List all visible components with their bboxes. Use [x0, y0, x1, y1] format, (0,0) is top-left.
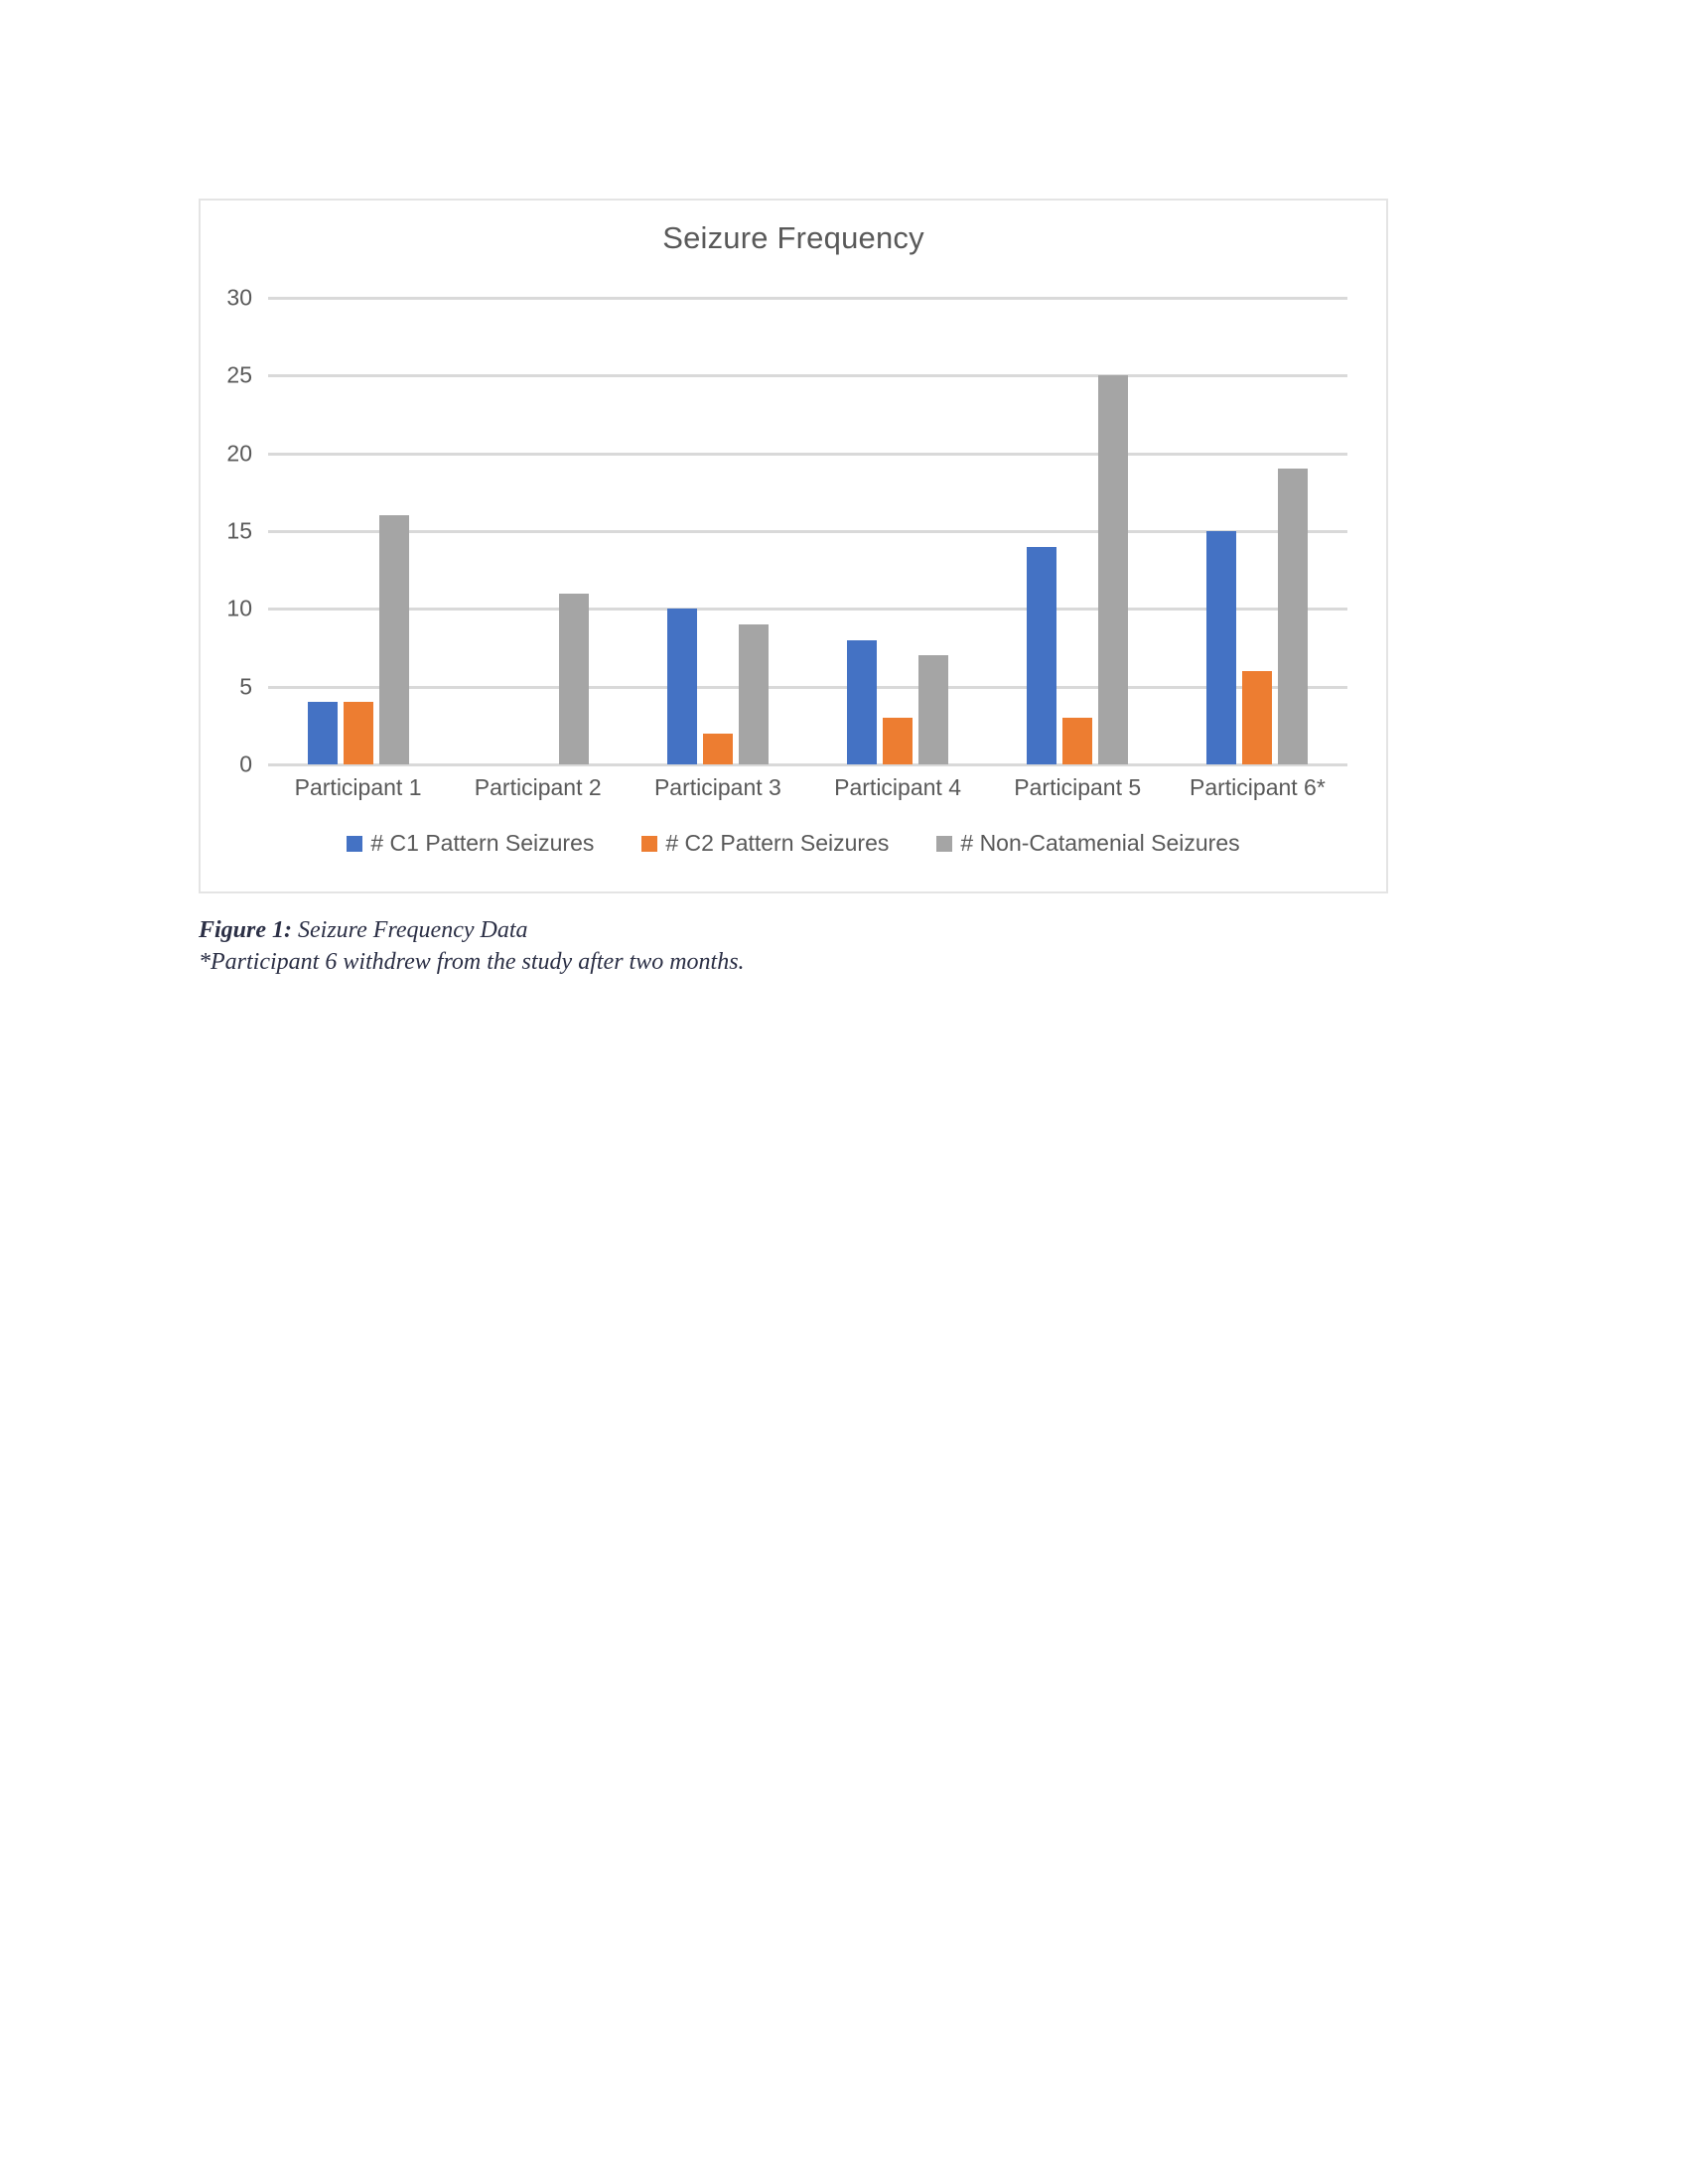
bar[interactable]: [558, 593, 589, 764]
chart-title: Seizure Frequency: [662, 220, 924, 255]
y-axis-tick-label: 5: [239, 673, 252, 700]
gridline-20: [268, 452, 1347, 456]
bar[interactable]: [1206, 531, 1237, 764]
legend-swatch-icon: [936, 835, 953, 852]
y-axis-labels: 30 25 20 15 10 5 0: [201, 285, 252, 777]
legend-label: # Non-Catamenial Seizures: [960, 830, 1240, 856]
gridline-30: [268, 297, 1347, 300]
bar[interactable]: [1278, 469, 1309, 764]
bar[interactable]: [702, 733, 733, 764]
bar[interactable]: [738, 624, 769, 764]
bar[interactable]: [1098, 375, 1129, 764]
gridline-10: [268, 608, 1347, 612]
bar[interactable]: [378, 515, 409, 764]
chart-figure: Seizure Frequency 30 25 20 15 10 5 0 Participa…: [199, 199, 1388, 893]
y-axis-tick-label: 25: [226, 361, 252, 388]
gridline-25: [268, 374, 1347, 378]
legend-item[interactable]: # C1 Pattern Seizures: [347, 830, 594, 857]
legend-label: # C1 Pattern Seizures: [370, 830, 595, 856]
bar[interactable]: [307, 702, 338, 764]
legend-swatch-icon: [347, 835, 363, 852]
x-axis-tick-label: Participant 2: [474, 774, 602, 800]
chart-legend: # C1 Pattern Seizures # C2 Pattern Seizur…: [201, 830, 1386, 857]
gridline-15: [268, 530, 1347, 533]
legend-item[interactable]: # C2 Pattern Seizures: [641, 830, 889, 857]
x-axis-tick-label: Participant 1: [294, 774, 422, 800]
x-axis-tick-label: Participant 5: [1014, 774, 1142, 800]
bar[interactable]: [343, 702, 373, 764]
plot-area: [268, 297, 1347, 766]
bar[interactable]: [847, 639, 878, 764]
bar[interactable]: [1027, 546, 1057, 764]
y-axis-tick-label: 0: [239, 751, 252, 777]
y-axis-tick-label: 30: [226, 284, 252, 311]
figure-caption: Figure 1: Seizure Frequency Data *Partic…: [199, 915, 1291, 979]
legend-label: # C2 Pattern Seizures: [665, 830, 890, 856]
y-axis-tick-label: 10: [226, 595, 252, 621]
y-axis-tick-label: 20: [226, 440, 252, 467]
bar-group: [808, 298, 988, 764]
legend-swatch-icon: [641, 835, 658, 852]
gridline-0: [268, 763, 1347, 766]
x-axis-tick-label: Participant 4: [834, 774, 961, 800]
bar-group: [988, 298, 1168, 764]
caption-figure-title: Seizure Frequency Data: [292, 917, 528, 943]
x-axis-category-labels: Participant 1 Participant 2 Participant 3 P…: [268, 774, 1347, 808]
bar[interactable]: [883, 718, 914, 764]
bar[interactable]: [666, 609, 697, 764]
caption-line-title: Figure 1: Seizure Frequency Data: [199, 915, 1291, 947]
caption-figure-label: Figure 1:: [199, 917, 293, 943]
bar-group: [1168, 298, 1347, 764]
bar[interactable]: [1242, 671, 1273, 764]
bar-group: [268, 298, 448, 764]
bars-layer: [268, 298, 1347, 764]
legend-item[interactable]: # Non-Catamenial Seizures: [936, 830, 1240, 857]
bar[interactable]: [918, 655, 949, 764]
caption-footnote: *Participant 6 withdrew from the study a…: [199, 948, 745, 975]
x-axis-tick-label: Participant 6*: [1190, 774, 1326, 800]
bar-group: [448, 298, 628, 764]
gridline-5: [268, 685, 1347, 689]
x-axis-tick-label: Participant 3: [653, 774, 781, 800]
bar[interactable]: [1062, 718, 1093, 764]
bar-group: [628, 298, 807, 764]
y-axis-tick-label: 15: [226, 517, 252, 544]
